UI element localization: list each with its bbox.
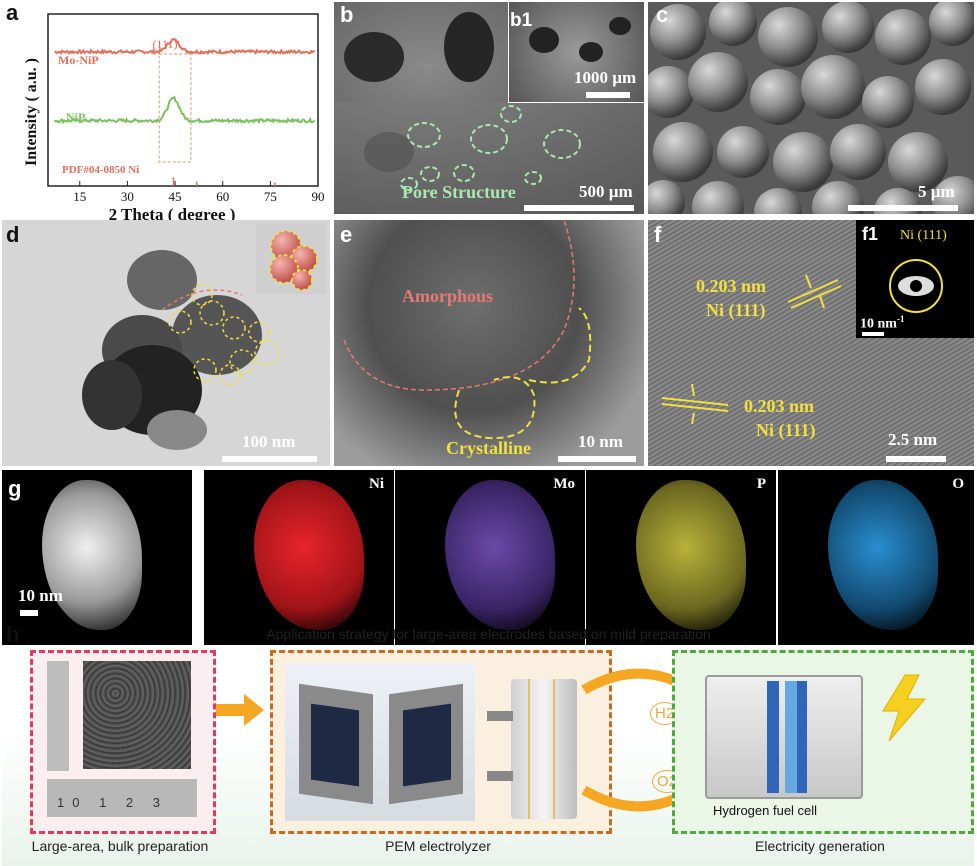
panel-f-label: f [654,222,662,247]
xrd-series-label-nip: NiP [66,110,85,124]
panel-e-region-outlines [343,220,592,440]
xrd-xtick-label: 60 [216,189,229,204]
preparation-box: 10 1 2 3 [30,650,216,834]
panel-c-spheres [648,2,974,214]
panel-f-hrtem-image: f1 Ni (111) 10 nm-1 0.203 nm Ni (111) 0.… [648,220,974,466]
fuel-cell-schematic [705,675,863,799]
pem-electrolyzer-photo [285,663,475,821]
pore-markers [400,105,581,191]
xrd-plot-frame [47,13,319,187]
panel-c-label: c [656,2,669,27]
panel-e-crystalline-label: Crystalline [446,438,531,458]
eds-map-ni-label: Ni [369,476,384,492]
panel-f-plane-2: Ni (111) [756,420,816,440]
eds-map-o-label: O [952,476,964,492]
panel-c-scale-bar [848,205,958,211]
panel-f1-label: f1 [862,224,879,244]
xrd-series-label-pdf: PDF#04-0850 Ni [62,164,139,176]
panel-h-title: Application strategy for large-area elec… [266,626,711,642]
eds-map-p: P [586,470,776,645]
panel-f-scale-text: 2.5 nm [888,430,938,449]
xrd-series-label-mo-nip: Mo-NiP [58,53,99,67]
panel-f-spacing-1: 0.203 nm [696,276,767,296]
panel-a-label: a [6,0,19,25]
panel-f-scale-bar [886,456,946,462]
eds-map-p-label: P [756,476,766,492]
panel-b1-scale-text: 1000 µm [574,68,637,87]
panel-d-scale-bar [222,456,317,462]
panel-e-hrtem-image: Amorphous Crystalline 10 nm [334,220,644,466]
panel-g-label: g [8,476,22,501]
panel-b1-label: b1 [510,10,533,31]
panel-d-model-inset [256,224,326,294]
fuel-cell-label: Hydrogen fuel cell [713,803,818,818]
panel-b-annotation: Pore Structure [402,182,516,202]
eds-map-o: O [778,470,974,645]
panel-d-particles [82,250,280,450]
preparation-caption: Large-area, bulk preparation [31,838,209,854]
panel-b-scale-bar [524,205,634,211]
electrode-sample [83,661,191,769]
xrd-xlabel: 2 Theta ( degree ) [109,205,236,224]
eds-map-mo-label: Mo [553,476,575,492]
panel-g-haadf-image: 10 nm [2,470,192,645]
panel-f1-scale-sup: -1 [896,314,905,324]
xrd-xtick-label: 75 [264,189,277,204]
panel-b1-inset [508,2,644,103]
xrd-chart: 15 30 45 60 75 90 2 Theta ( degree ) Intensit… [23,13,325,224]
panel-f-lattice-markers [661,274,842,425]
ruler-horizontal-numbers: 10 1 2 3 [57,795,168,810]
ruler-vertical [47,661,69,771]
xrd-series-nip [53,95,316,125]
eds-map-mo: Mo [395,470,585,645]
arrow-prep-to-pem [216,694,264,726]
fuel-cell-box: Hydrogen fuel cell [672,650,974,834]
panel-b-sem-image: b1 1000 µm Pore Structure 500 µm [334,2,644,214]
panel-d-tem-image: 100 nm [2,220,330,466]
panel-b-scale-text: 500 µm [579,182,633,201]
panel-c-scale-text: 5 µm [918,182,955,201]
lightning-icon [882,674,927,742]
panel-e-scale-text: 10 nm [578,432,623,451]
panel-d-scale-text: 100 nm [242,432,296,451]
panel-f1-title: Ni (111) [900,228,947,243]
panel-e-scale-bar [558,456,636,462]
xrd-peak-box [158,53,192,163]
electricity-caption: Electricity generation [755,838,885,854]
panel-f-spacing-2: 0.203 nm [744,396,815,416]
xrd-xtick-label: 45 [169,189,182,204]
panel-f-plane-1: Ni (111) [706,300,766,320]
panel-e-label: e [340,222,353,247]
panel-d-label: d [6,222,20,247]
pem-cell-schematic [511,679,577,819]
eds-map-ni: Ni [204,470,394,645]
panel-b1-scale-bar [586,92,630,98]
panel-g-scale-text: 10 nm [18,586,63,605]
xrd-xtick-label: 15 [73,189,86,204]
panel-c-sem-image: 5 µm [648,2,974,214]
panel-f1-scale-bar [862,332,884,336]
xrd-peak-annotation: (111) [152,37,177,51]
xrd-xtick-label: 90 [312,189,325,204]
panel-f1-scale-text: 10 nm [860,316,897,332]
panel-f1-fft-inset [856,220,974,338]
pem-box [270,650,612,834]
xrd-xtick-label: 30 [121,189,134,204]
xrd-ylabel: Intensity ( a.u. ) [23,58,40,166]
pem-caption: PEM electrolyzer [385,838,491,854]
panel-h-label: h [6,622,20,647]
ruler-horizontal: 10 1 2 3 [47,779,197,817]
panel-e-amorphous-label: Amorphous [402,286,494,306]
panel-g-scale-bar [20,610,38,616]
xrd-series-mo-nip [54,38,316,56]
panel-b-label: b [340,2,354,27]
